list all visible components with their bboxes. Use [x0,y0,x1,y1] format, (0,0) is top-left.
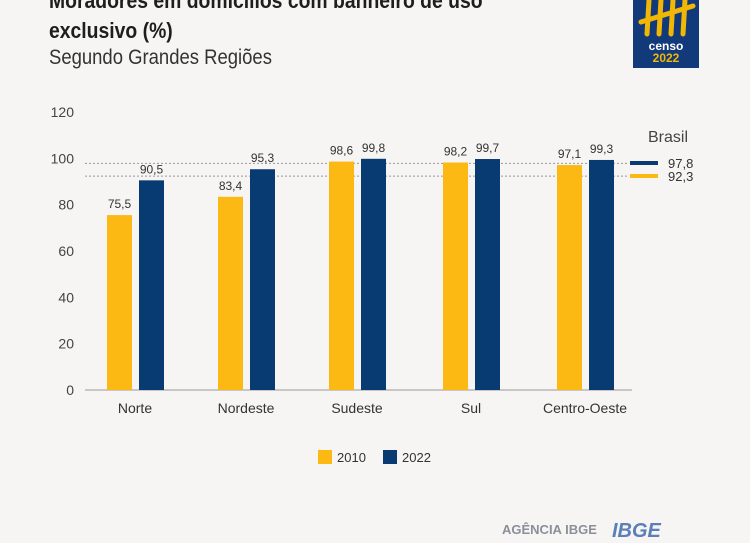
y-tick-label: 100 [51,150,75,166]
legend-swatch-2010 [318,450,332,464]
bar-2022 [250,169,275,390]
x-tick-label: Norte [118,400,152,416]
x-tick-label: Sudeste [331,400,383,416]
bar-2010 [329,161,354,390]
y-tick-label: 20 [58,336,74,352]
data-label: 95,3 [251,151,275,165]
ibge-logo: IBGE [612,520,661,542]
y-tick-label: 40 [58,289,74,305]
data-label: 98,2 [444,145,468,159]
bar-2022 [139,180,164,390]
y-tick-label: 60 [58,243,74,259]
bar-2022 [589,159,614,390]
bar-chart: 0 20 40 60 80 100 120 97,892,3 Brasil 75,5 90,5 Nor… [51,104,694,465]
data-label: 99,7 [476,141,500,155]
y-tick-label: 120 [51,104,75,120]
data-label: 97,1 [558,147,582,161]
censo-2022-logo: censo 2022 [633,0,699,68]
bar-2010 [443,162,468,390]
x-tick-label: Centro-Oeste [543,400,627,416]
legend-swatch-2022 [383,450,397,464]
brasil-value-label: 97,8 [668,156,693,171]
data-label: 83,4 [219,179,243,193]
x-tick-label: Sul [461,400,481,416]
legend-label: 2010 [337,450,366,465]
data-label: 75,5 [108,197,132,211]
bar-2022 [475,159,500,390]
data-label: 99,8 [362,141,386,155]
y-tick-label: 0 [66,382,74,398]
x-tick-label: Nordeste [218,400,275,416]
y-tick-label: 80 [58,197,74,213]
legend-label: 2022 [402,450,431,465]
chart-subtitle: Segundo Grandes Regiões [49,46,272,69]
brasil-value-label: 92,3 [668,169,693,184]
chart-title: Moradores em domicílios com banheiro de … [49,0,483,43]
bar-2022 [361,158,386,390]
brasil-label: Brasil [648,129,688,146]
agencia-ibge-logo: AGÊNCIA IBGE [502,522,597,537]
data-label: 90,5 [140,162,164,176]
bar-2010 [218,196,243,390]
data-label: 99,3 [590,142,614,156]
bar-2010 [107,215,132,390]
data-label: 98,6 [330,144,354,158]
bar-2010 [557,165,582,390]
